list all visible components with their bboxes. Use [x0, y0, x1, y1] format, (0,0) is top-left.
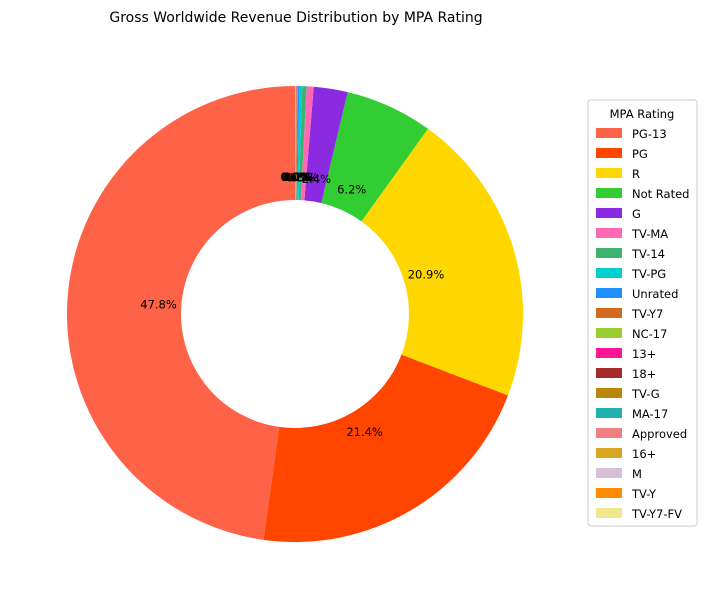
legend-label-unrated: Unrated: [632, 287, 678, 301]
legend-label-not-rated: Not Rated: [632, 187, 689, 201]
percent-label-not-rated: 6.2%: [337, 183, 366, 197]
legend-swatch-not-rated: [596, 188, 622, 198]
legend-label-r: R: [632, 167, 640, 181]
legend-swatch-13: [596, 348, 622, 358]
legend-label-approved: Approved: [632, 427, 687, 441]
legend-swatch-tv-14: [596, 248, 622, 258]
legend-swatch-tv-y7: [596, 308, 622, 318]
percent-label-13: 0.0%: [281, 170, 310, 184]
legend-label-18: 18+: [632, 367, 656, 381]
legend-label-tv-y7: TV-Y7: [631, 307, 663, 321]
percent-label-tv-ma: 0.5%: [289, 171, 318, 185]
slice-r: [361, 128, 523, 396]
slice-13: [295, 86, 297, 201]
percent-label-approved: 0.0%: [281, 170, 310, 184]
slice-tv-g: [295, 86, 297, 201]
slice-tv-ma: [300, 86, 314, 201]
legend-swatch-tv-y: [596, 488, 622, 498]
slice-tv-y7: [296, 86, 299, 201]
slice-pg-13: [67, 86, 295, 540]
legend: MPA Rating PG-13 PG R Not Rated G TV-MA TV-14 T…: [587, 99, 698, 527]
percent-label-nc-17: 0.0%: [282, 170, 311, 184]
legend-swatch-m: [596, 468, 622, 478]
legend-label-tv-pg: TV-PG: [631, 267, 666, 281]
percent-label-tv-y: 0.0%: [281, 170, 310, 184]
percent-label-tv-g: 0.0%: [281, 170, 310, 184]
legend-label-pg-13: PG-13: [632, 127, 667, 141]
percent-label-tv-y7-fv: 0.0%: [280, 170, 309, 184]
percent-label-pg: 21.4%: [346, 425, 383, 439]
legend-label-13: 13+: [632, 347, 656, 361]
slice-pg: [263, 354, 508, 542]
legend-label-tv-y7-fv: TV-Y7-FV: [631, 507, 682, 521]
slice-tv-pg: [297, 86, 303, 201]
percent-label-tv-pg: 0.2%: [284, 170, 313, 184]
legend-swatch-pg-13: [596, 128, 622, 138]
legend-swatch-nc-17: [596, 328, 622, 338]
percent-label-r: 20.9%: [408, 268, 445, 282]
legend-swatch-tv-pg: [596, 268, 622, 278]
legend-swatch-tv-ma: [596, 228, 622, 238]
legend-label-tv-g: TV-G: [631, 387, 660, 401]
legend-label-pg: PG: [632, 147, 648, 161]
legend-swatch-tv-y7-fv: [596, 508, 622, 518]
legend-title: MPA Rating: [610, 107, 675, 121]
legend-swatch-g: [596, 208, 622, 218]
slice-not-rated: [321, 92, 428, 222]
legend-swatch-tv-g: [596, 388, 622, 398]
slice-ma-17: [295, 86, 297, 201]
slice-tv-14: [298, 86, 307, 201]
legend-swatch-approved: [596, 428, 622, 438]
slice-18: [295, 86, 297, 201]
legend-label-ma-17: MA-17: [632, 407, 668, 421]
percent-label-pg-13: 47.8%: [140, 298, 177, 312]
legend-label-tv-ma: TV-MA: [631, 227, 668, 241]
slice-g: [304, 86, 348, 204]
legend-label-tv-14: TV-14: [631, 247, 665, 261]
percent-label-g: 2.4%: [302, 172, 331, 186]
legend-swatch-pg: [596, 148, 622, 158]
slice-percent-labels: 47.8% 21.4% 20.9% 6.2% 2.4%0.5%0.3%0.2%0.1%0…: [140, 170, 444, 439]
legend-label-g: G: [632, 207, 641, 221]
percent-label-tv-y7: 0.0%: [282, 170, 311, 184]
percent-label-unrated: 0.1%: [283, 170, 312, 184]
legend-items: PG-13 PG R Not Rated G TV-MA TV-14 TV-PG Unrated…: [596, 127, 689, 521]
percent-label-ma-17: 0.0%: [281, 170, 310, 184]
legend-swatch-unrated: [596, 288, 622, 298]
chart-title: Gross Worldwide Revenue Distribution by …: [109, 10, 482, 26]
legend-label-tv-y: TV-Y: [631, 487, 657, 501]
legend-label-nc-17: NC-17: [632, 327, 667, 341]
percent-label-m: 0.0%: [281, 170, 310, 184]
legend-swatch-r: [596, 168, 622, 178]
legend-swatch-16: [596, 448, 622, 458]
percent-label-tv-14: 0.3%: [286, 170, 315, 184]
percent-label-16: 0.0%: [281, 170, 310, 184]
legend-label-m: M: [632, 467, 642, 481]
legend-swatch-18: [596, 368, 622, 378]
slice-unrated: [296, 86, 300, 201]
percent-label-18: 0.0%: [281, 170, 310, 184]
legend-swatch-ma-17: [596, 408, 622, 418]
slice-nc-17: [295, 86, 298, 201]
donut-slices: [67, 86, 523, 542]
legend-label-16: 16+: [632, 447, 656, 461]
legend-frame: [587, 99, 698, 527]
